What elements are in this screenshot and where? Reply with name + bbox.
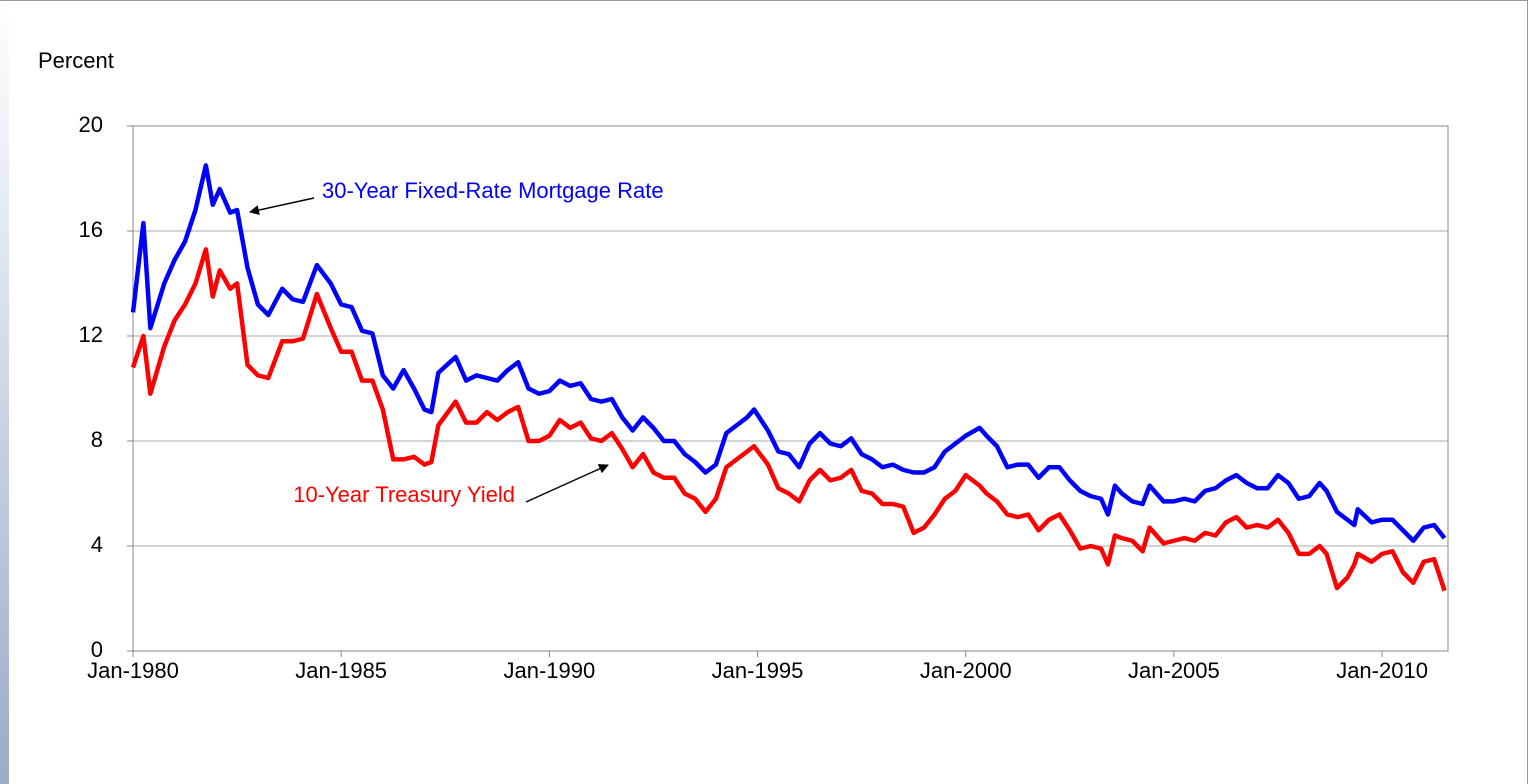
y-tick-label: 4 — [91, 532, 103, 557]
annotation-arrow — [249, 197, 315, 215]
annotation: 10-Year Treasury Yield — [293, 482, 515, 507]
x-tick-label: Jan-2000 — [920, 658, 1012, 683]
series-line — [130, 247, 1447, 592]
x-tick-label: Jan-1980 — [87, 658, 179, 683]
x-tick-label: Jan-2010 — [1336, 658, 1428, 683]
x-tick-label: Jan-1990 — [503, 658, 595, 683]
plot-frame — [132, 125, 1449, 652]
y-tick-label: 0 — [91, 637, 103, 662]
annotation: 30-Year Fixed-Rate Mortgage Rate — [322, 178, 664, 203]
y-axis-label: Percent — [38, 48, 114, 73]
side-strip — [0, 0, 9, 784]
x-tick-label: Jan-1995 — [712, 658, 804, 683]
y-tick-label: 20 — [79, 112, 103, 137]
y-tick-label: 8 — [91, 427, 103, 452]
x-tick-label: Jan-2005 — [1128, 658, 1220, 683]
annotation-arrow — [525, 464, 609, 503]
series-line — [130, 163, 1447, 543]
y-tick-label: 12 — [79, 322, 103, 347]
x-tick-label: Jan-1985 — [295, 658, 387, 683]
y-tick-label: 16 — [79, 217, 103, 242]
